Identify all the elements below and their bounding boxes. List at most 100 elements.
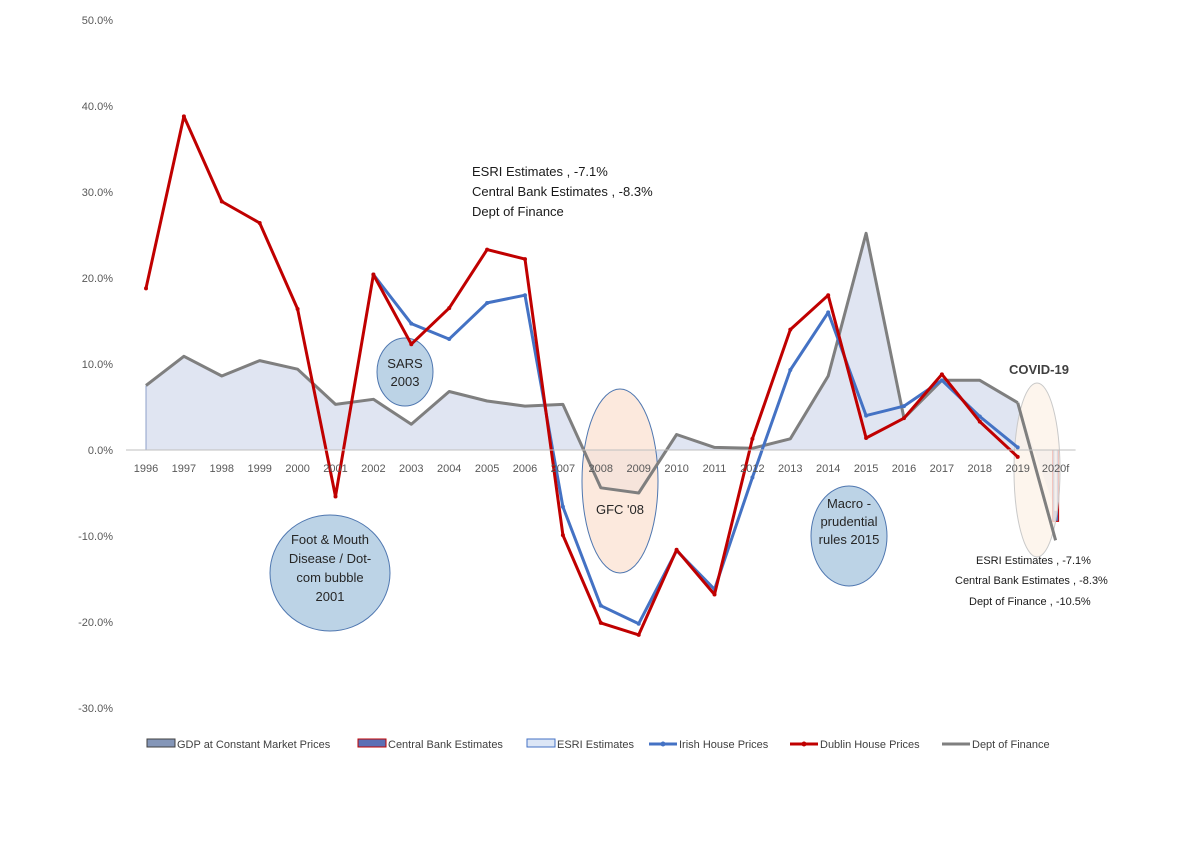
x-tick-label: 2020f <box>1042 463 1070 475</box>
legend-item: Irish House Prices <box>649 739 769 751</box>
bubble-sars-label: 2003 <box>391 374 420 389</box>
dublin-house-prices-point <box>977 419 982 424</box>
annotation-side-line-3: Dept of Finance , -10.5% <box>969 596 1091 608</box>
dublin-house-prices-point <box>447 306 452 311</box>
x-tick-label: 2007 <box>551 463 575 475</box>
legend-item: ESRI Estimates <box>526 738 635 751</box>
y-tick-label: 30.0% <box>82 187 113 199</box>
bubble-layer: Foot & Mouth Disease / Dot-com bubble 2001… <box>269 337 1061 632</box>
x-tick-label: 2016 <box>892 463 916 475</box>
legend-label: ESRI Estimates <box>557 739 635 751</box>
dublin-house-prices-point <box>257 220 262 225</box>
irish-house-prices-point <box>409 321 414 326</box>
dublin-house-prices-point <box>598 620 603 625</box>
irish-house-prices-point <box>560 504 565 509</box>
annotation-side-line-1: ESRI Estimates , -7.1% <box>976 555 1091 567</box>
dublin-house-prices-point <box>295 306 300 311</box>
legend-item: Central Bank Estimates <box>357 738 503 751</box>
bubble-macro-label: rules 2015 <box>819 532 880 547</box>
dublin-house-prices-point <box>636 632 641 637</box>
annotation-covid: COVID-19 <box>1009 362 1069 377</box>
y-tick-label: -10.0% <box>78 531 113 543</box>
bubble-macro-shape <box>810 485 888 587</box>
irish-house-prices-point <box>977 414 982 419</box>
legend-item: GDP at Constant Market Prices <box>146 738 331 751</box>
bubble-foot-mouth-label: Disease / Dot- <box>289 551 371 566</box>
dublin-house-prices-point <box>674 547 679 552</box>
y-tick-label: 50.0% <box>82 15 113 27</box>
x-tick-label: 2006 <box>513 463 537 475</box>
bubble-gfc: GFC '08 <box>581 388 659 574</box>
x-tick-label: 2000 <box>285 463 309 475</box>
x-tick-label: 2018 <box>968 463 992 475</box>
dublin-house-prices-point <box>523 257 527 262</box>
legend-marker <box>801 741 807 747</box>
x-tick-label: 1996 <box>134 463 158 475</box>
bubble-macro: Macro - prudential rules 2015 <box>810 485 888 587</box>
gdp-area <box>146 233 1056 512</box>
annotation-top-line-3: Dept of Finance <box>472 204 564 219</box>
irish-house-prices-point <box>447 337 452 342</box>
bubble-sars-shape <box>376 337 434 407</box>
irish-house-prices-point <box>523 293 527 298</box>
text-layer: ESRI Estimates , -7.1% Central Bank Esti… <box>472 164 1108 608</box>
legend: GDP at Constant Market Prices Central Ban… <box>146 738 1050 751</box>
dublin-house-prices-point <box>939 372 944 377</box>
y-tick-label: -20.0% <box>78 617 113 629</box>
x-tick-label: 2012 <box>740 463 764 475</box>
irish-house-prices-point <box>826 310 831 315</box>
dublin-house-prices-point <box>409 342 414 347</box>
x-tick-label: 1998 <box>210 463 234 475</box>
annotation-top-line-1: ESRI Estimates , -7.1% <box>472 164 608 179</box>
annotation-side-line-2: Central Bank Estimates , -8.3% <box>955 575 1108 587</box>
dublin-house-prices-point <box>485 247 490 252</box>
dublin-house-prices-point <box>750 436 755 441</box>
irish-house-prices-point <box>598 603 603 608</box>
bubble-macro-label: prudential <box>820 514 877 529</box>
bubble-foot-mouth-label: 2001 <box>316 589 345 604</box>
bubble-foot-mouth-label: com bubble <box>296 570 363 585</box>
x-tick-label: 2003 <box>399 463 423 475</box>
x-tick-label: 2014 <box>816 463 840 475</box>
legend-item: Dublin House Prices <box>790 739 920 751</box>
x-tick-label: 2010 <box>664 463 688 475</box>
legend-swatch <box>526 738 556 748</box>
x-tick-label: 2017 <box>930 463 954 475</box>
y-tick-label: -30.0% <box>78 703 113 715</box>
x-tick-label: 2004 <box>437 463 461 475</box>
line-layer <box>144 114 1058 637</box>
x-tick-label: 2009 <box>626 463 650 475</box>
y-tick-label: 40.0% <box>82 101 113 113</box>
dublin-house-prices-point <box>826 293 831 298</box>
dublin-house-prices-point <box>788 327 793 332</box>
y-tick-label: 20.0% <box>82 273 113 285</box>
irish-house-prices-point <box>636 621 641 626</box>
legend-label: GDP at Constant Market Prices <box>177 739 331 751</box>
irish-house-prices-point <box>864 413 869 418</box>
legend-label: Dublin House Prices <box>820 739 920 751</box>
dublin-house-prices-point <box>560 533 565 538</box>
x-tick-label: 2001 <box>323 463 347 475</box>
dublin-house-prices-point <box>902 416 906 421</box>
irish-house-prices-point <box>902 404 906 409</box>
dublin-house-prices-point <box>1015 454 1020 459</box>
legend-item: Dept of Finance <box>942 739 1050 751</box>
dublin-house-prices-line <box>144 114 1019 637</box>
bubble-sars-label: SARS <box>387 356 423 371</box>
legend-label: Dept of Finance <box>972 739 1050 751</box>
x-tick-label: 2011 <box>703 463 727 475</box>
dublin-house-prices-point <box>219 199 224 204</box>
x-tick-label: 2002 <box>361 463 385 475</box>
bubble-foot-mouth: Foot & Mouth Disease / Dot-com bubble 2001 <box>269 514 391 632</box>
irish-house-prices-point <box>485 300 490 305</box>
axis-layer: 50.0% 40.0% 30.0% 20.0% 10.0% 0.0% -10.0% -20.0… <box>78 15 1076 715</box>
irish-house-prices-point <box>939 378 944 383</box>
dublin-house-prices-point <box>144 286 148 291</box>
legend-label: Central Bank Estimates <box>388 739 503 751</box>
legend-swatch <box>146 738 176 748</box>
x-tick-label: 2005 <box>475 463 499 475</box>
x-tick-label: 1999 <box>247 463 271 475</box>
legend-marker <box>660 741 666 747</box>
irish-house-prices-point <box>788 368 793 373</box>
